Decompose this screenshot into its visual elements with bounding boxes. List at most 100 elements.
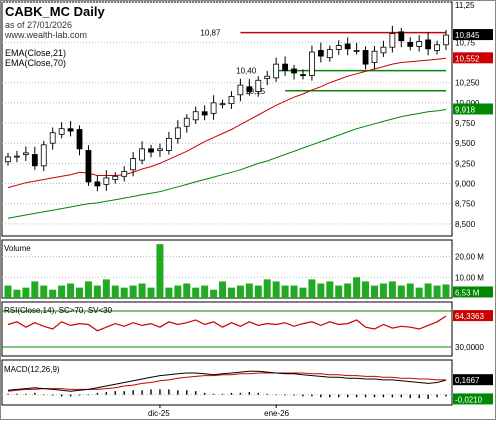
- macd-histogram-bar: [257, 392, 259, 395]
- candle-body: [362, 50, 369, 65]
- candle-body: [389, 33, 396, 48]
- macd-histogram-bar: [114, 391, 116, 395]
- volume-bar: [263, 279, 271, 298]
- macd-histogram-bar: [409, 394, 411, 399]
- volume-bar: [317, 283, 325, 298]
- volume-bar: [13, 289, 21, 298]
- volume-bar: [40, 285, 48, 298]
- macd-histogram-bar: [16, 393, 18, 395]
- macd-histogram-bar: [230, 392, 233, 395]
- volume-tick-label: 10,00 M: [455, 273, 484, 282]
- volume-bar: [22, 287, 30, 298]
- candle-body: [192, 111, 199, 121]
- volume-bar: [370, 285, 378, 298]
- level-label: 10,87: [200, 29, 221, 38]
- candle-body: [273, 63, 280, 79]
- volume-bar: [129, 285, 137, 298]
- candle-body: [344, 43, 351, 50]
- macd-histogram-bar: [427, 394, 429, 399]
- volume-bar: [192, 287, 200, 298]
- macd-histogram-bar: [7, 393, 9, 395]
- candle-body: [237, 84, 244, 96]
- macd-last-label-bg: [453, 374, 493, 386]
- candle-body: [398, 31, 405, 42]
- macd-histogram-bar: [382, 394, 385, 398]
- macd-histogram-bar: [51, 394, 54, 396]
- rsi-line: [7, 315, 447, 332]
- candle-body: [407, 41, 414, 47]
- macd-histogram-bar: [311, 394, 313, 397]
- volume-bar: [201, 285, 209, 298]
- volume-bar: [272, 281, 280, 298]
- volume-bar: [442, 284, 450, 298]
- pane-frame-macd: [1, 359, 453, 406]
- macd-histogram-bar: [105, 392, 108, 395]
- macd-histogram-bar: [445, 394, 447, 397]
- volume-bar: [138, 283, 146, 298]
- candle-body: [201, 111, 208, 116]
- ema-slow-value-label-bg: [453, 103, 493, 115]
- candle-body: [85, 150, 92, 183]
- macd-histogram-bar: [159, 389, 161, 395]
- candle-body: [246, 86, 253, 92]
- macd-histogram-bar: [150, 389, 152, 395]
- candle-body: [67, 128, 74, 132]
- volume-bar: [174, 285, 182, 298]
- volume-bar: [397, 285, 405, 298]
- candle-body: [219, 103, 226, 106]
- volume-bar: [281, 285, 289, 298]
- volume-bar: [84, 281, 92, 298]
- candle-body: [300, 74, 306, 77]
- ema-fast-value-label: 10,552: [455, 54, 480, 63]
- price-tick-label: 8,750: [455, 200, 476, 209]
- chart-title: CABK_MC Daily: [5, 4, 105, 19]
- volume-bar: [299, 287, 307, 298]
- volume-tick-label: 20,00 M: [455, 253, 484, 262]
- x-tick-label: dic-25: [148, 409, 170, 418]
- candle-body: [317, 50, 324, 57]
- macd-hist-label-bg: [453, 393, 493, 405]
- level-label: 10,40: [236, 67, 257, 76]
- volume-bar: [335, 285, 343, 298]
- volume-bar: [102, 279, 110, 298]
- price-tick-label: 10,75: [455, 38, 476, 47]
- macd-histogram-bar: [78, 394, 81, 396]
- volume-bar: [245, 283, 253, 298]
- candle-body: [264, 75, 271, 80]
- macd-histogram-bar: [391, 394, 394, 398]
- candle-body: [103, 177, 110, 185]
- candle-body: [380, 46, 387, 54]
- candle-body: [130, 158, 137, 171]
- candle-body: [326, 49, 333, 59]
- price-tick-label: 11,25: [455, 1, 475, 10]
- macd-histogram-bar: [302, 394, 304, 397]
- volume-bar: [353, 277, 361, 298]
- price-tick-label: 10,000: [455, 99, 480, 108]
- macd-histogram-bar: [400, 394, 403, 398]
- candle-body: [282, 63, 289, 71]
- price-tick-label: 9,500: [455, 139, 476, 148]
- price-tick-label: 8,500: [455, 220, 476, 229]
- volume-bar: [433, 285, 441, 298]
- candle-body: [5, 156, 11, 163]
- macd-histogram-bar: [338, 394, 340, 398]
- candle-body: [443, 34, 449, 46]
- candle-body: [165, 137, 172, 151]
- volume-bar: [388, 281, 396, 298]
- volume-bar: [147, 287, 155, 298]
- price-tick-label: 9,750: [455, 119, 476, 128]
- volume-bar: [31, 281, 39, 298]
- ema-slow-label: EMA(Close,70): [5, 58, 66, 68]
- macd-hist-label: -0,0210: [455, 395, 483, 404]
- candle-body: [22, 152, 29, 155]
- candle-body: [58, 128, 65, 135]
- macd-histogram-bar: [373, 394, 376, 398]
- candle-body: [425, 39, 432, 50]
- volume-bar: [111, 285, 119, 298]
- x-tick-label: ene-26: [264, 409, 289, 418]
- macd-histogram-bar: [320, 394, 322, 398]
- candle-body: [139, 148, 145, 161]
- volume-bar: [219, 281, 227, 298]
